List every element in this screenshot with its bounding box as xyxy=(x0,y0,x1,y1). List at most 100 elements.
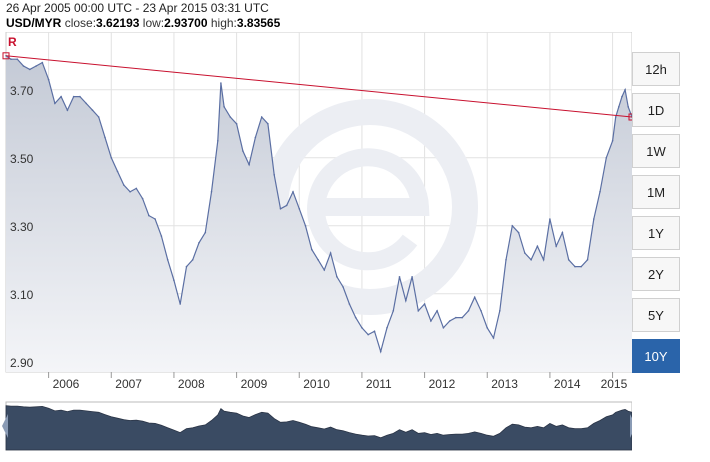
data-point xyxy=(561,231,564,234)
data-point xyxy=(79,95,81,98)
data-point xyxy=(367,333,370,336)
data-point xyxy=(405,299,407,302)
data-point xyxy=(542,259,545,261)
data-point xyxy=(223,106,225,108)
trend-marker-label: R xyxy=(8,35,17,49)
data-point xyxy=(35,65,37,67)
data-point xyxy=(455,316,457,319)
data-point xyxy=(524,252,526,254)
data-point xyxy=(593,218,595,220)
data-point xyxy=(473,296,476,299)
data-point xyxy=(47,78,50,81)
x-tick-label: 2015 xyxy=(601,377,628,391)
data-point xyxy=(611,140,614,142)
data-point xyxy=(116,170,119,173)
x-tick-label: 2006 xyxy=(53,377,80,391)
data-point xyxy=(329,252,332,254)
data-point xyxy=(123,184,125,186)
y-tick-label: 3.70 xyxy=(10,84,34,98)
high-value: 3.83565 xyxy=(236,16,281,30)
data-point xyxy=(229,116,232,118)
data-point xyxy=(10,58,12,60)
data-point xyxy=(311,248,313,251)
data-point xyxy=(41,61,44,64)
data-point xyxy=(16,58,19,60)
close-label: close: xyxy=(64,16,97,30)
data-point xyxy=(530,259,532,261)
data-point xyxy=(148,214,150,217)
data-point xyxy=(567,259,570,261)
range-button-1w[interactable]: 1W xyxy=(632,134,680,168)
navigator-right-handle-icon[interactable] xyxy=(630,414,632,438)
data-point xyxy=(621,95,623,98)
data-point xyxy=(342,286,344,288)
data-point xyxy=(292,191,294,193)
data-point xyxy=(492,337,495,339)
range-button-1d[interactable]: 1D xyxy=(632,93,680,127)
low-label: low: xyxy=(142,16,165,30)
data-point xyxy=(448,320,451,322)
data-point xyxy=(423,303,426,305)
data-point xyxy=(91,109,94,111)
trend-handle[interactable] xyxy=(2,52,10,60)
data-point xyxy=(60,95,62,98)
data-point xyxy=(511,225,514,227)
data-point xyxy=(442,327,445,329)
x-tick-label: 2010 xyxy=(303,377,330,391)
range-button-12h[interactable]: 12h xyxy=(632,52,680,86)
range-button-10y[interactable]: 10Y xyxy=(632,339,680,373)
trend-line[interactable] xyxy=(5,55,632,118)
navigator-chart[interactable] xyxy=(0,398,632,452)
data-point xyxy=(110,157,113,159)
data-point xyxy=(154,218,156,220)
data-point xyxy=(417,310,420,312)
date-range-label: 26 Apr 2005 00:00 UTC - 23 Apr 2015 03:3… xyxy=(6,1,269,15)
data-point xyxy=(191,259,194,261)
data-point xyxy=(298,208,301,210)
data-point xyxy=(235,123,238,125)
data-point xyxy=(135,187,138,190)
data-point xyxy=(317,259,319,261)
trend-handle[interactable] xyxy=(628,113,632,121)
data-point xyxy=(179,303,181,305)
x-tick-label: 2008 xyxy=(178,377,205,391)
y-tick-label: 3.10 xyxy=(10,288,34,302)
data-point xyxy=(618,106,620,108)
data-point xyxy=(260,116,263,118)
data-point xyxy=(160,235,163,237)
data-point xyxy=(517,231,520,234)
range-button-5y[interactable]: 5Y xyxy=(632,298,680,332)
data-point xyxy=(580,265,582,268)
y-tick-label: 3.30 xyxy=(10,220,34,234)
data-point xyxy=(217,140,219,142)
data-point xyxy=(285,204,288,207)
data-point xyxy=(486,327,489,329)
data-point xyxy=(254,136,257,139)
y-tick-label: 2.90 xyxy=(10,356,34,370)
data-point xyxy=(586,259,589,261)
symbol-label: USD/MYR xyxy=(6,16,62,30)
x-tick-label: 2009 xyxy=(241,377,268,391)
data-point xyxy=(536,245,539,247)
range-button-1y[interactable]: 1Y xyxy=(632,216,680,250)
navigator-left-handle-icon[interactable] xyxy=(2,414,8,438)
data-point xyxy=(624,89,626,91)
data-point xyxy=(242,150,244,152)
data-point xyxy=(549,218,551,220)
range-button-1m[interactable]: 1M xyxy=(632,175,680,209)
data-point xyxy=(505,259,507,261)
navigator-series xyxy=(5,405,632,451)
data-point xyxy=(220,82,222,84)
data-point xyxy=(66,109,69,111)
data-point xyxy=(461,316,464,319)
data-point xyxy=(141,197,144,200)
range-button-2y[interactable]: 2Y xyxy=(632,257,680,291)
price-chart[interactable]: RR 3.703.503.303.102.9020062007200820092… xyxy=(0,32,632,398)
x-tick-label: 2014 xyxy=(554,377,581,391)
data-point xyxy=(361,327,363,329)
data-point xyxy=(204,231,207,234)
data-point xyxy=(430,320,432,322)
data-point xyxy=(386,327,388,329)
data-point xyxy=(198,242,200,244)
data-point xyxy=(627,106,629,108)
